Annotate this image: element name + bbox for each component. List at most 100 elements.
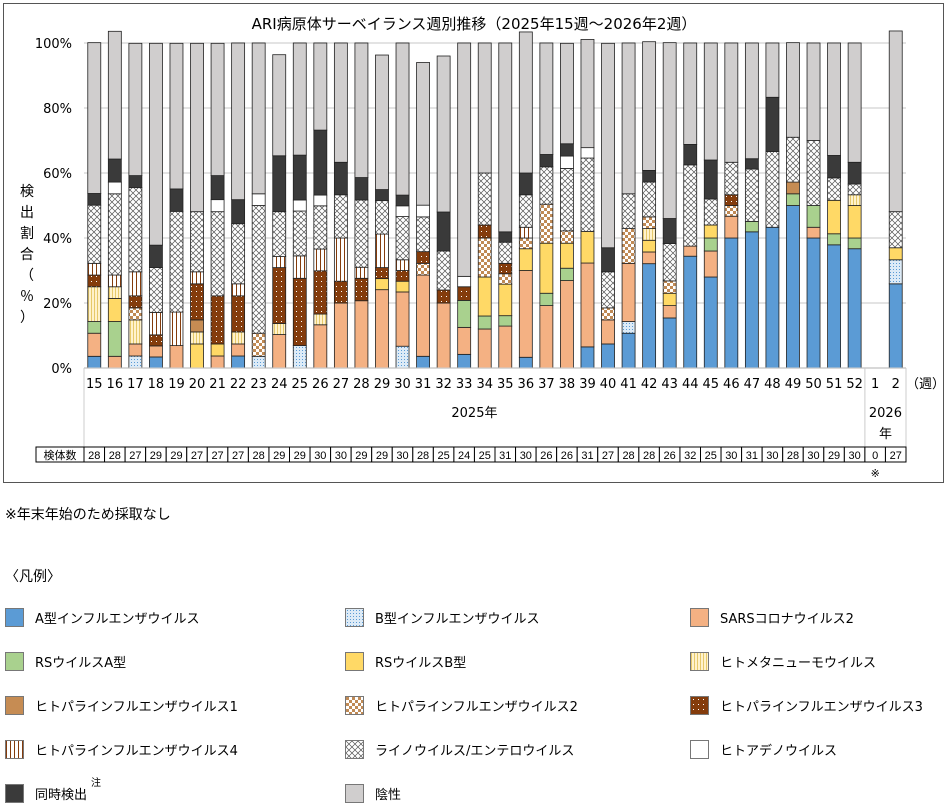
bar-segment [518,226,533,239]
legend-title: 〈凡例〉 [5,569,61,585]
x-tick-label: 43 [661,377,678,392]
bar-segment [149,312,163,336]
count-value: 29 [294,450,306,462]
legend-label: 同時検出 [35,788,88,803]
bar-segment [457,275,472,288]
bar-segment [662,42,677,219]
bar-segment [231,355,246,369]
bar-segment [580,231,595,264]
bar-segment [703,42,718,161]
bar-segment [333,280,348,304]
bar-segment [313,194,328,207]
bars [84,30,906,369]
bar-segment [292,42,307,156]
bar-segment [642,41,657,171]
x-tick-label: 34 [476,377,493,392]
bar-segment [107,193,122,276]
legend-label: ヒトパラインフルエンザウイルス4 [35,744,238,759]
bar-segment [128,343,143,357]
bar-segment [560,168,574,232]
bar-segment [128,187,143,273]
bar-segment [251,332,266,357]
legend-label: ヒトパラインフルエンザウイルス1 [35,700,238,715]
count-value: 27 [129,450,141,462]
bar-segment [190,343,204,369]
x-tick-label: 21 [209,377,226,392]
bar-segment [765,226,780,369]
bar-segment [786,181,800,195]
bar-segment [477,276,492,317]
x-tick-label: 48 [764,377,781,392]
bar-segment [169,188,184,212]
bar-segment [539,242,554,294]
bar-segment [107,321,122,357]
bar-segment [724,205,739,217]
count-value: 28 [643,450,655,462]
chart-svg: ARI病原体サーベイランス週別推移（2025年15週～2026年2週） 0%20… [20,15,945,480]
legend-swatch [690,740,709,759]
bar-segment [231,343,246,357]
count-value: 30 [335,450,347,462]
count-value: 28 [622,450,634,462]
count-value: 27 [211,450,223,462]
x-tick-label: 50 [805,377,822,392]
legend-swatch [345,740,364,759]
bar-segment [375,233,389,268]
count-value: 28 [253,450,265,462]
bar-segment [416,262,430,276]
bar-segment [580,157,595,232]
count-value: 31 [746,450,758,462]
x-tick-label: 44 [682,377,699,392]
y-tick-label: 40% [43,232,72,247]
bar-segment [87,355,102,369]
count-value: 28 [109,450,121,462]
bar-segment [128,271,143,297]
legend-item: A型インフルエンザウイルス [5,608,200,627]
bar-segment [662,305,677,319]
bar-segment [375,267,389,280]
bar-segment [128,355,143,369]
legend-item: ライノウイルス/エンテロウイルス [345,740,574,759]
bar-segment [580,346,595,369]
x-tick-label: 37 [538,377,555,392]
bar-segment [313,324,328,369]
x-tick-label: 25 [292,377,309,392]
bar-segment [518,270,533,358]
bar-segment [477,237,492,278]
bar-segment [518,172,533,196]
bar-segment [601,343,615,369]
bar-segment [149,356,163,369]
bar-segment [642,216,657,229]
bar-segment [765,42,780,98]
bar-segment [786,136,800,183]
legend-swatch [690,608,709,627]
count-value: 29 [170,450,182,462]
bar-segment [210,199,225,213]
bar-segment [292,210,307,257]
count-value: 26 [664,450,676,462]
bar-segment [313,129,328,196]
bar-segment [621,193,636,229]
bar-segment [683,245,698,257]
bar-segment [395,216,410,261]
y-axis-label-char: （ [20,268,34,284]
bar-segment [395,345,410,369]
bar-segment [190,283,204,321]
bar-segment [333,194,348,239]
bar-segment [477,328,492,369]
legend-swatch [690,696,709,715]
bar-segment [416,204,430,218]
count-value: 26 [561,450,573,462]
bar-segment [210,343,225,357]
legend-label: ライノウイルス/エンテロウイルス [375,744,575,759]
legend-item: ヒトアデノウイルス [690,740,837,759]
bar-segment [601,307,615,321]
y-tick-labels: 0% 20% 40% 60% 80% 100% [35,37,72,377]
bar-segment [827,233,841,246]
bar-segment [498,315,513,327]
bar-segment [375,289,389,369]
bar-segment [744,231,759,369]
bar-segment [169,210,184,313]
bar-segment [498,325,513,369]
bar-segment [107,158,122,183]
